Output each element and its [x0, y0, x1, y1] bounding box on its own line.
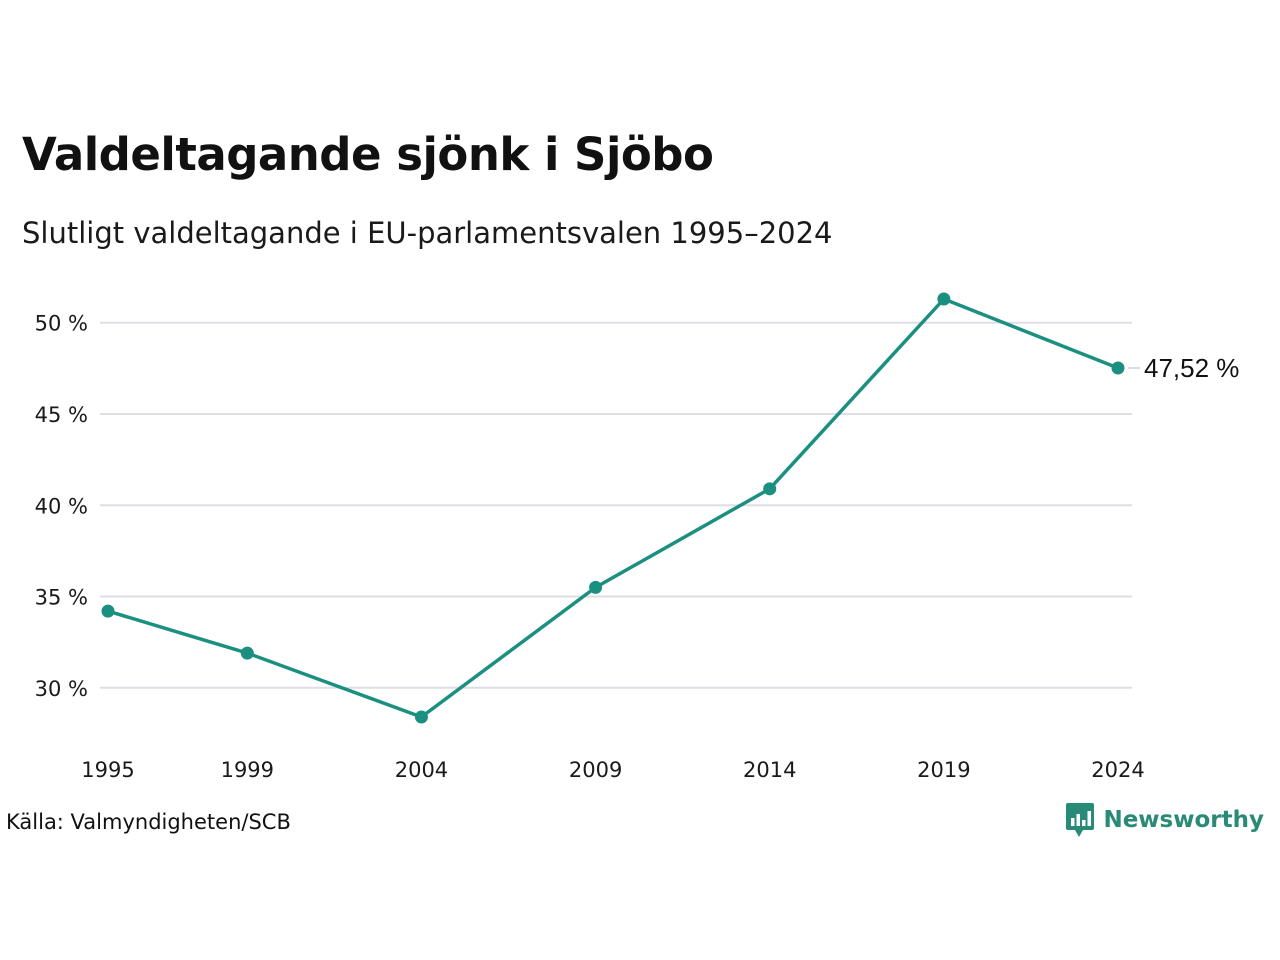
y-tick-label-35: 35 % [35, 586, 88, 610]
x-tick-label-1995: 1995 [81, 758, 134, 782]
x-tick-label-2019: 2019 [917, 758, 970, 782]
data-point-2004 [414, 710, 428, 724]
last-value-label: 47,52 % [1144, 353, 1239, 383]
x-tick-label-2014: 2014 [743, 758, 796, 782]
line-chart: 30 % 35 % 40 % 45 % 50 % 1995 1999 2004 2009 201… [35, 292, 1239, 782]
source-note: Källa: Valmyndigheten/SCB [6, 810, 291, 834]
x-tick-label-2024: 2024 [1091, 758, 1144, 782]
newsworthy-logo-icon [1066, 803, 1095, 837]
y-tick-label-30: 30 % [35, 677, 88, 701]
data-point-1999 [240, 646, 254, 660]
value-labels: 47,52 % [1128, 353, 1239, 383]
data-point-2014 [763, 482, 777, 496]
y-tick-label-50: 50 % [35, 312, 88, 336]
brand-logo: Newsworthy [1065, 800, 1264, 840]
brand-name: Newsworthy [1103, 807, 1264, 833]
chart-title: Valdeltagande sjönk i Sjöbo [22, 128, 714, 181]
data-point-1995 [101, 604, 115, 618]
series-line-0 [106, 297, 1120, 719]
grid-lines [100, 321, 1132, 689]
x-tick-label-2004: 2004 [395, 758, 448, 782]
data-point-2009 [589, 580, 603, 594]
chart-subtitle: Slutligt valdeltagande i EU-parlamentsva… [22, 216, 833, 250]
x-tick-label-1999: 1999 [221, 758, 274, 782]
data-points [101, 292, 1125, 724]
x-tick-label-2009: 2009 [569, 758, 622, 782]
x-axis-tick-labels: 1995 1999 2004 2009 2014 2019 2024 [81, 758, 1144, 782]
y-axis-tick-labels: 30 % 35 % 40 % 45 % 50 % [35, 312, 88, 701]
data-point-2019 [937, 292, 951, 306]
data-point-2024 [1111, 361, 1125, 375]
series-line-group [106, 297, 1120, 719]
y-tick-label-45: 45 % [35, 403, 88, 427]
y-tick-label-40: 40 % [35, 494, 88, 518]
